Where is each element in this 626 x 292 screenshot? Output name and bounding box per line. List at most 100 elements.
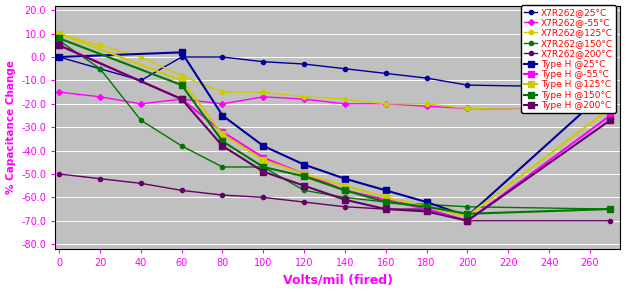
X7R262@200°C xyxy=(178,189,185,192)
X7R262@-55°C xyxy=(464,107,471,110)
Type H @-55°C xyxy=(423,207,430,211)
Type H @25°C xyxy=(382,189,389,192)
X7R262@125°C xyxy=(300,95,308,98)
X7R262@-55°C xyxy=(56,90,63,94)
Line: Type H @125°C: Type H @125°C xyxy=(56,30,613,220)
Type H @150°C xyxy=(260,165,267,169)
Type H @25°C xyxy=(423,200,430,204)
X7R262@25°C xyxy=(607,86,614,89)
Type H @200°C xyxy=(300,184,308,187)
X7R262@25°C xyxy=(260,60,267,63)
X7R262@125°C xyxy=(260,90,267,94)
X7R262@150°C xyxy=(607,207,614,211)
X7R262@150°C xyxy=(341,196,349,199)
X7R262@-55°C xyxy=(218,102,226,106)
Type H @150°C xyxy=(300,175,308,178)
Type H @200°C xyxy=(56,44,63,47)
X7R262@-55°C xyxy=(300,98,308,101)
Type H @125°C xyxy=(260,158,267,162)
X7R262@25°C xyxy=(464,83,471,87)
X7R262@125°C xyxy=(607,109,614,113)
Type H @125°C xyxy=(218,133,226,136)
Line: Type H @25°C: Type H @25°C xyxy=(56,49,613,220)
Line: X7R262@150°C: X7R262@150°C xyxy=(57,39,612,211)
Type H @25°C xyxy=(300,163,308,166)
Type H @150°C xyxy=(607,207,614,211)
X7R262@-55°C xyxy=(341,102,349,106)
Type H @-55°C xyxy=(382,198,389,201)
X7R262@150°C xyxy=(423,203,430,206)
Line: Type H @200°C: Type H @200°C xyxy=(56,42,613,224)
Type H @125°C xyxy=(382,196,389,199)
X7R262@125°C xyxy=(96,44,104,47)
Type H @25°C xyxy=(260,144,267,148)
X7R262@150°C xyxy=(178,144,185,148)
Line: Type H @150°C: Type H @150°C xyxy=(56,35,613,217)
X7R262@200°C xyxy=(300,200,308,204)
X7R262@-55°C xyxy=(260,95,267,98)
Type H @25°C xyxy=(56,55,63,59)
X7R262@25°C xyxy=(341,67,349,70)
X7R262@200°C xyxy=(96,177,104,180)
X7R262@-55°C xyxy=(607,109,614,113)
X7R262@125°C xyxy=(178,74,185,77)
Type H @-55°C xyxy=(260,156,267,159)
Type H @125°C xyxy=(341,184,349,187)
Line: X7R262@25°C: X7R262@25°C xyxy=(57,55,612,90)
Type H @125°C xyxy=(423,205,430,208)
Type H @150°C xyxy=(178,83,185,87)
X7R262@150°C xyxy=(382,200,389,204)
X7R262@125°C xyxy=(137,55,145,59)
X7R262@200°C xyxy=(382,207,389,211)
X7R262@-55°C xyxy=(96,95,104,98)
Type H @150°C xyxy=(423,205,430,208)
X7R262@-55°C xyxy=(423,105,430,108)
X7R262@25°C xyxy=(300,62,308,66)
Type H @200°C xyxy=(178,98,185,101)
X7R262@125°C xyxy=(341,98,349,101)
X7R262@150°C xyxy=(300,189,308,192)
Type H @200°C xyxy=(260,170,267,173)
X7R262@-55°C xyxy=(382,102,389,106)
Legend: X7R262@25°C, X7R262@-55°C, X7R262@125°C, X7R262@150°C, X7R262@200°C, Type H @25°: X7R262@25°C, X7R262@-55°C, X7R262@125°C,… xyxy=(521,5,616,113)
Line: X7R262@-55°C: X7R262@-55°C xyxy=(57,90,612,113)
Type H @-55°C xyxy=(178,98,185,101)
Type H @-55°C xyxy=(341,189,349,192)
Type H @150°C xyxy=(56,36,63,40)
X-axis label: Volts/mil (fired): Volts/mil (fired) xyxy=(283,273,393,286)
X7R262@25°C xyxy=(56,55,63,59)
X7R262@25°C xyxy=(423,76,430,80)
Type H @200°C xyxy=(423,210,430,213)
Type H @125°C xyxy=(300,172,308,176)
Type H @-55°C xyxy=(300,172,308,176)
Type H @150°C xyxy=(382,200,389,204)
X7R262@25°C xyxy=(137,79,145,82)
X7R262@150°C xyxy=(56,39,63,42)
X7R262@125°C xyxy=(464,107,471,110)
X7R262@25°C xyxy=(218,55,226,59)
Type H @25°C xyxy=(341,177,349,180)
Type H @200°C xyxy=(464,219,471,223)
X7R262@125°C xyxy=(218,90,226,94)
X7R262@-55°C xyxy=(178,98,185,101)
Type H @200°C xyxy=(218,144,226,148)
Type H @25°C xyxy=(607,86,614,89)
Line: Type H @-55°C: Type H @-55°C xyxy=(56,42,613,224)
Type H @-55°C xyxy=(218,130,226,134)
Type H @25°C xyxy=(178,51,185,54)
X7R262@150°C xyxy=(96,67,104,70)
X7R262@200°C xyxy=(423,207,430,211)
X7R262@25°C xyxy=(178,55,185,59)
Type H @125°C xyxy=(607,107,614,110)
Type H @200°C xyxy=(382,207,389,211)
X7R262@200°C xyxy=(464,219,471,223)
Type H @25°C xyxy=(218,114,226,117)
Type H @125°C xyxy=(464,214,471,218)
Line: X7R262@200°C: X7R262@200°C xyxy=(57,172,612,223)
Type H @-55°C xyxy=(56,44,63,47)
X7R262@200°C xyxy=(607,219,614,223)
Type H @-55°C xyxy=(607,114,614,117)
X7R262@150°C xyxy=(137,119,145,122)
Y-axis label: % Capacitance Change: % Capacitance Change xyxy=(6,60,16,194)
X7R262@200°C xyxy=(56,172,63,176)
